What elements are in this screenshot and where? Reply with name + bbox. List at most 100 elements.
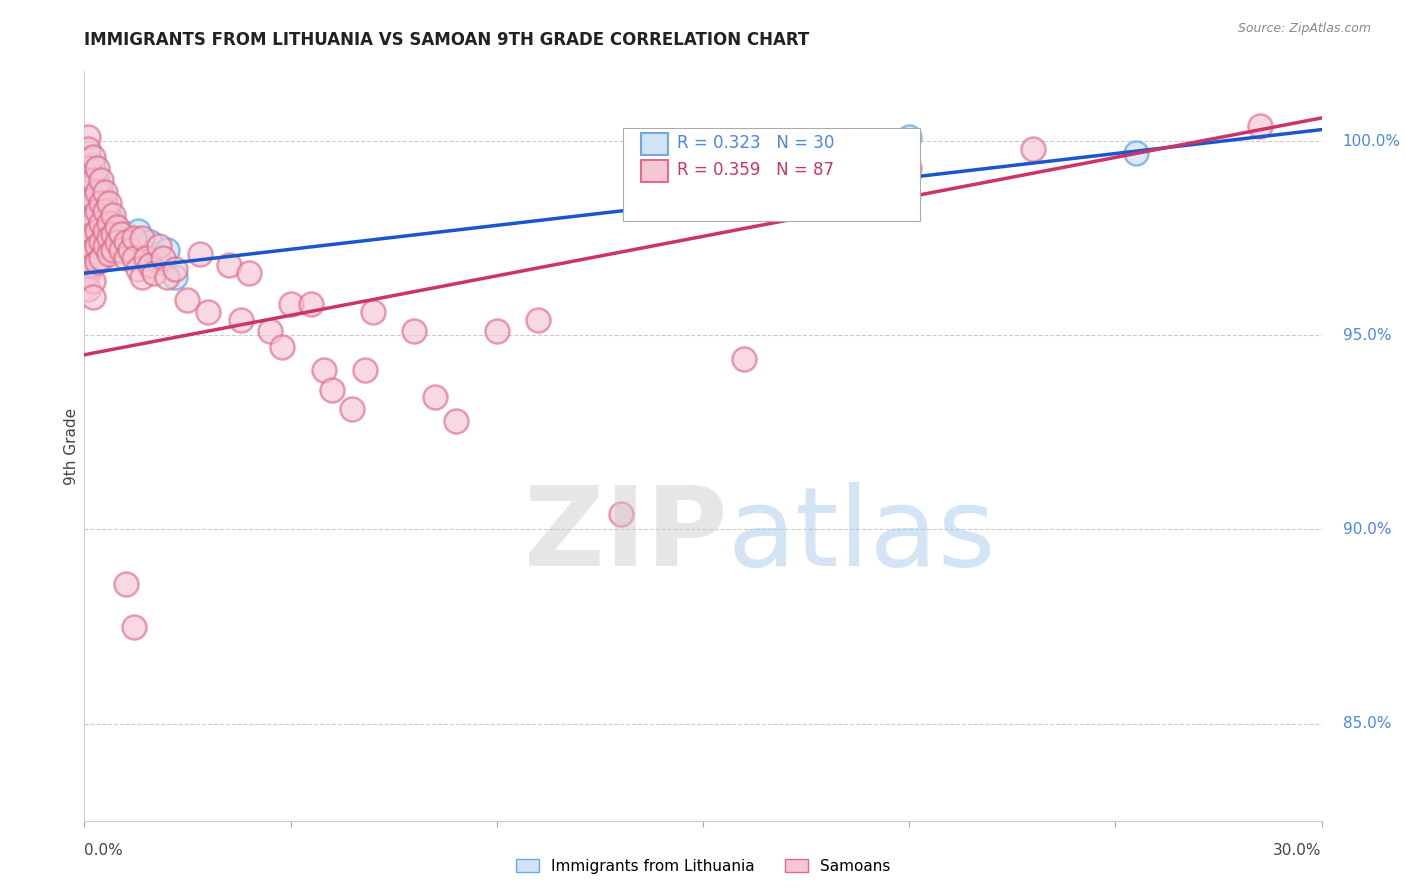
Point — [139, 259, 162, 273]
Point — [90, 216, 112, 230]
Point — [90, 227, 112, 242]
Point — [82, 173, 104, 187]
Point — [94, 185, 117, 199]
Point — [122, 619, 145, 633]
Point — [444, 414, 467, 428]
Point — [77, 282, 100, 296]
Point — [898, 161, 921, 176]
Point — [197, 305, 219, 319]
Bar — [641, 160, 668, 182]
Point — [94, 196, 117, 211]
Point — [114, 251, 136, 265]
Point — [898, 130, 921, 145]
FancyBboxPatch shape — [623, 128, 920, 221]
Point — [77, 251, 100, 265]
Point — [122, 231, 145, 245]
Point — [122, 235, 145, 250]
Point — [1022, 142, 1045, 156]
Point — [485, 325, 508, 339]
Text: 0.0%: 0.0% — [84, 843, 124, 858]
Point — [82, 243, 104, 257]
Point — [98, 196, 121, 211]
Point — [135, 251, 157, 265]
Point — [527, 313, 550, 327]
Point — [86, 254, 108, 268]
Point — [98, 208, 121, 222]
Point — [342, 402, 364, 417]
Point — [77, 266, 100, 280]
Point — [299, 297, 322, 311]
Point — [82, 193, 104, 207]
Point — [98, 247, 121, 261]
Point — [86, 161, 108, 176]
Bar — [641, 133, 668, 155]
Point — [404, 325, 426, 339]
Point — [86, 173, 108, 187]
Point — [321, 383, 343, 397]
Point — [127, 262, 149, 277]
Point — [176, 293, 198, 308]
Point — [361, 305, 384, 319]
Point — [82, 208, 104, 222]
Point — [82, 157, 104, 171]
Point — [90, 208, 112, 222]
Point — [90, 196, 112, 211]
Point — [98, 231, 121, 245]
Point — [82, 274, 104, 288]
Point — [131, 231, 153, 245]
Point — [353, 363, 375, 377]
Point — [105, 235, 128, 250]
Point — [77, 161, 100, 176]
Point — [82, 150, 104, 164]
Point — [280, 297, 302, 311]
Point — [90, 173, 112, 187]
Point — [312, 363, 335, 377]
Point — [271, 340, 294, 354]
Text: R = 0.359   N = 87: R = 0.359 N = 87 — [678, 161, 834, 179]
Point — [94, 223, 117, 237]
Point — [733, 351, 755, 366]
Point — [143, 266, 166, 280]
Point — [105, 219, 128, 234]
Point — [152, 251, 174, 265]
Point — [156, 243, 179, 257]
Text: 30.0%: 30.0% — [1274, 843, 1322, 858]
Point — [86, 185, 108, 199]
Point — [423, 391, 446, 405]
Point — [77, 181, 100, 195]
Point — [110, 231, 132, 245]
Point — [131, 270, 153, 285]
Point — [110, 227, 132, 242]
Point — [94, 239, 117, 253]
Point — [82, 227, 104, 242]
Point — [86, 219, 108, 234]
Text: R = 0.323   N = 30: R = 0.323 N = 30 — [678, 135, 834, 153]
Point — [77, 181, 100, 195]
Point — [114, 235, 136, 250]
Point — [77, 169, 100, 184]
Point — [77, 142, 100, 156]
Point — [122, 251, 145, 265]
Point — [90, 235, 112, 250]
Y-axis label: 9th Grade: 9th Grade — [63, 408, 79, 484]
Point — [82, 193, 104, 207]
Point — [77, 130, 100, 145]
Point — [86, 223, 108, 237]
Point — [127, 223, 149, 237]
Legend: Immigrants from Lithuania, Samoans: Immigrants from Lithuania, Samoans — [509, 853, 897, 880]
Point — [82, 289, 104, 303]
Point — [105, 223, 128, 237]
Text: ZIP: ZIP — [524, 483, 728, 590]
Point — [114, 227, 136, 242]
Text: IMMIGRANTS FROM LITHUANIA VS SAMOAN 9TH GRADE CORRELATION CHART: IMMIGRANTS FROM LITHUANIA VS SAMOAN 9TH … — [84, 31, 810, 49]
Point — [238, 266, 260, 280]
Point — [165, 270, 187, 285]
Point — [90, 185, 112, 199]
Point — [1249, 119, 1271, 133]
Text: Source: ZipAtlas.com: Source: ZipAtlas.com — [1237, 22, 1371, 36]
Point — [139, 235, 162, 250]
Point — [98, 216, 121, 230]
Text: 95.0%: 95.0% — [1343, 328, 1391, 343]
Point — [98, 231, 121, 245]
Point — [188, 247, 211, 261]
